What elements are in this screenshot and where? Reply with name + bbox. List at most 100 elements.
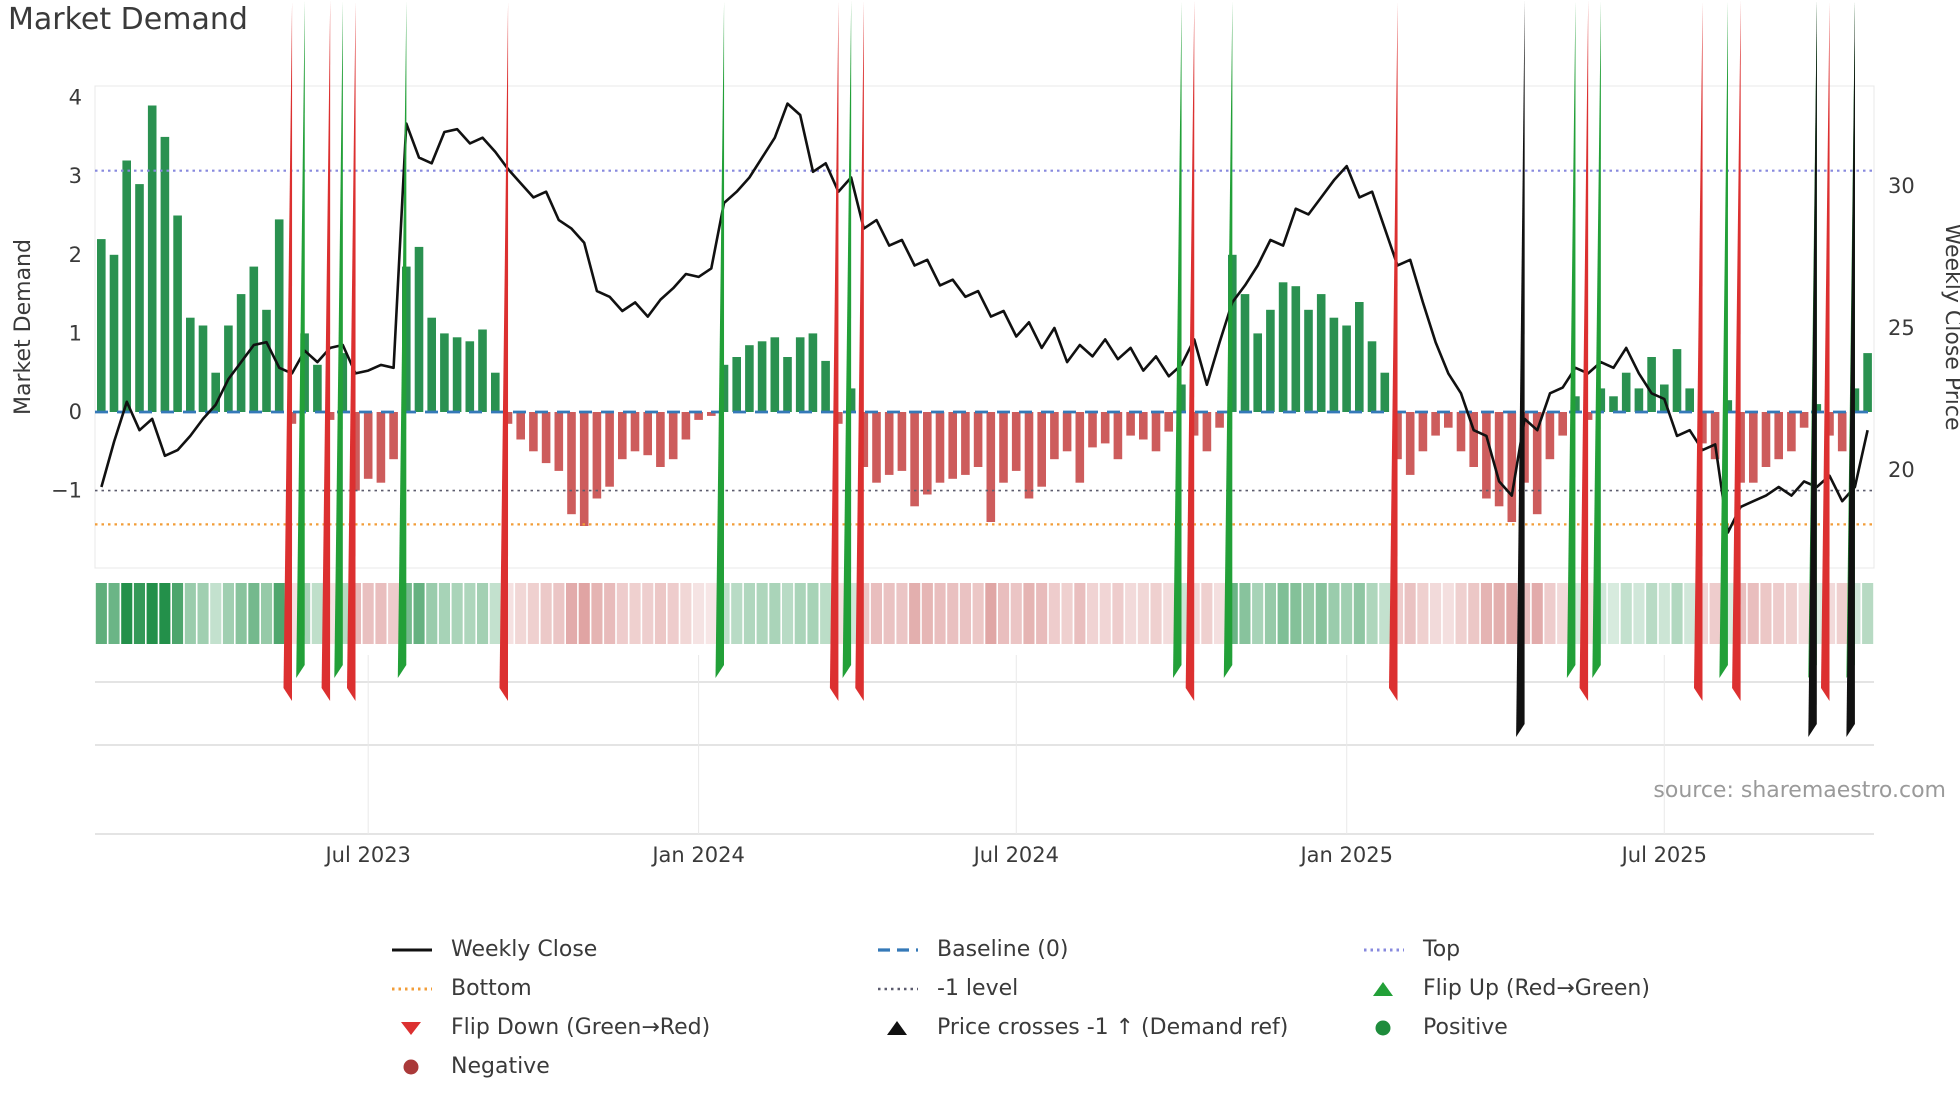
demand-bar [1304, 309, 1313, 412]
demand-bar [1685, 388, 1694, 412]
demand-bar [1113, 412, 1123, 460]
demand-bar [694, 412, 703, 420]
flip-down-marker [829, 0, 839, 701]
heatmap-cell [222, 583, 234, 644]
demand-bar [884, 412, 894, 475]
heatmap-cell [362, 583, 374, 644]
heatmap-cell [1607, 583, 1619, 644]
demand-bar [707, 412, 716, 416]
demand-bar [1799, 412, 1809, 428]
demand-bar [516, 412, 525, 440]
heatmap-cell [883, 583, 895, 644]
heatmap-cell [1773, 583, 1785, 644]
heatmap-cell [261, 583, 273, 644]
demand-bar [313, 364, 322, 412]
demand-bar [948, 412, 957, 479]
left-axis-tick: 3 [69, 164, 82, 188]
demand-bar [1621, 372, 1631, 412]
heatmap-cell [311, 583, 323, 644]
flip-down-markers [283, 0, 1830, 701]
heatmap-cell [1430, 583, 1442, 644]
demand-bar [1062, 412, 1072, 452]
heatmap-cell [489, 583, 501, 644]
demand-bar [1761, 412, 1771, 467]
heatmap-cell [464, 583, 476, 644]
heatmap-cell [1099, 583, 1111, 644]
demand-bar [1202, 412, 1212, 452]
demand-bar [1863, 353, 1872, 412]
right-axis-tick: 30 [1888, 174, 1915, 198]
heatmap-cell [909, 583, 921, 644]
demand-bar [910, 412, 919, 507]
heatmap-cell [566, 583, 578, 644]
heatmap-cell [998, 583, 1010, 644]
heatmap-cell [1849, 583, 1861, 644]
heatmap-cell [540, 583, 552, 644]
demand-bar [541, 412, 551, 464]
heatmap-cell [413, 583, 425, 644]
heatmap-cell [1785, 583, 1797, 644]
heatmap-cell [1277, 583, 1289, 644]
demand-bar [1380, 372, 1390, 412]
heatmap-cell [1036, 583, 1048, 644]
demand-bar [783, 357, 792, 412]
heatmap-cell [680, 583, 692, 644]
left-axis-tick: −1 [51, 479, 82, 503]
heatmap-cell [693, 583, 705, 644]
demand-bar [1240, 294, 1250, 412]
left-axis-tick: 2 [69, 243, 82, 267]
heatmap-cell [1480, 583, 1492, 644]
demand-bar [262, 309, 271, 412]
demand-bar [1075, 412, 1085, 483]
plot-border [94, 85, 1875, 569]
demand-bar [1139, 412, 1148, 440]
flip-up-marker [1173, 0, 1182, 678]
heatmap-cell [921, 583, 933, 644]
demand-bar [135, 184, 144, 412]
heatmap-cell [273, 583, 285, 644]
heatmap-cell [718, 583, 730, 644]
demand-bar [1037, 412, 1046, 487]
price-cross-markers [1516, 0, 1855, 737]
demand-bar [999, 412, 1008, 483]
heatmap-cell [1506, 583, 1518, 644]
demand-bar [1787, 412, 1796, 452]
demand-bar [1266, 309, 1275, 412]
heatmap-cell [1010, 583, 1022, 644]
x-axis-tick: Jan 2024 [650, 843, 745, 867]
demand-bar [1609, 396, 1618, 412]
heatmap-cell [515, 583, 527, 644]
heatmap-cell [210, 583, 222, 644]
page-title: Market Demand [8, 2, 248, 37]
heatmap-cell [1163, 583, 1175, 644]
heatmap-cell [248, 583, 260, 644]
heatmap-cell [451, 583, 463, 644]
demand-bar [1647, 357, 1656, 412]
demand-bar [1710, 412, 1720, 460]
demand-bar [1100, 412, 1110, 444]
demand-bar [821, 360, 830, 412]
heatmap-cell [1303, 583, 1315, 644]
heatmap-cell [1862, 583, 1874, 644]
demand-bar [1164, 412, 1173, 432]
heatmap-cell [184, 583, 196, 644]
demand-bar [681, 412, 691, 440]
heatmap-cell [1404, 583, 1416, 644]
flip-up-marker [1566, 0, 1576, 678]
legend-label: Negative [451, 1054, 550, 1079]
flip-up-marker [1223, 0, 1233, 678]
demand-bar [1444, 412, 1453, 428]
heatmap-cell [1264, 583, 1276, 644]
demand-bar [1749, 412, 1758, 483]
heatmap-cell [743, 583, 755, 644]
heatmap-cell [133, 583, 145, 644]
heatmap-cell [1671, 583, 1683, 644]
heatmap-cell [438, 583, 450, 644]
demand-bar [1774, 412, 1783, 460]
heatmap-cell [388, 583, 400, 644]
legend-label: Bottom [451, 976, 532, 1001]
flip-up-marker [397, 0, 407, 678]
demand-bar [1253, 333, 1262, 412]
demand-bar [1545, 412, 1555, 460]
heatmap-cell [1353, 583, 1365, 644]
